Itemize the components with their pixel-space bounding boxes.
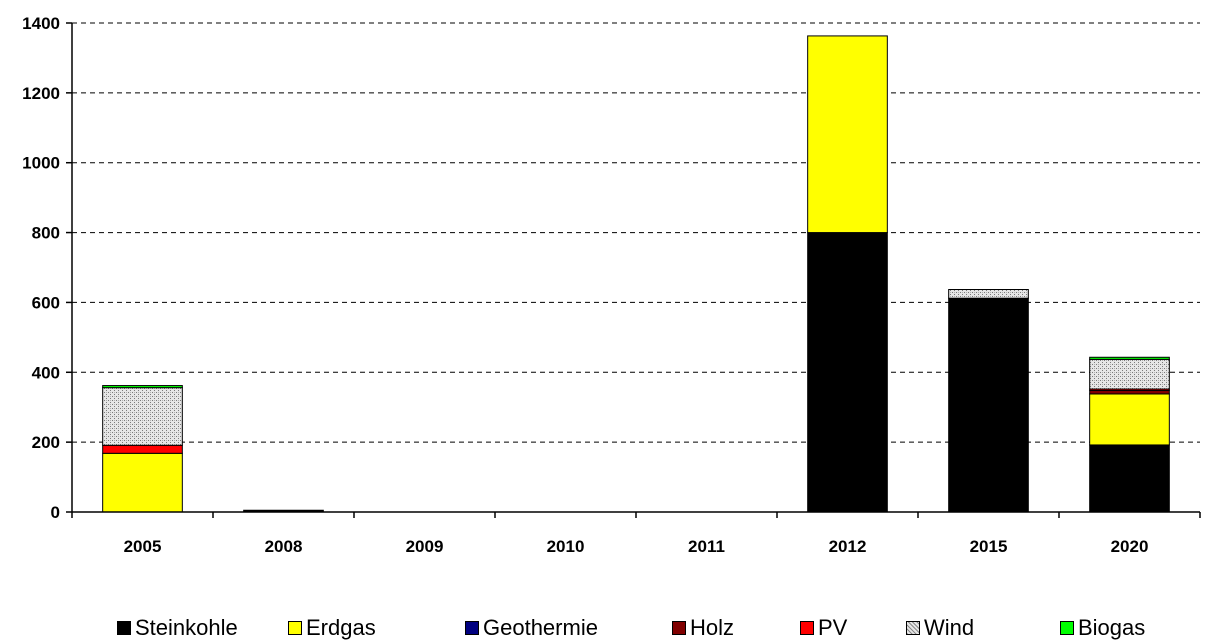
legend-item-erdgas: Erdgas: [288, 615, 376, 640]
bar-erdgas-2012: [807, 35, 888, 234]
bar-wind-2020: [1089, 358, 1170, 390]
legend-label: Holz: [690, 615, 735, 640]
bar-biogas-2005: [102, 385, 183, 389]
y-tick-label: 800: [32, 224, 60, 243]
legend-label: Erdgas: [306, 615, 376, 640]
x-tick-label: 2010: [547, 537, 585, 556]
legend-swatch: [465, 620, 479, 635]
bar-steinkohle-2015: [948, 297, 1029, 513]
bar-steinkohle-2012: [807, 232, 888, 513]
x-tick-label: 2015: [970, 537, 1008, 556]
legend-swatch: [117, 620, 131, 635]
x-tick-label: 2011: [688, 537, 725, 556]
bar-holz-2020: [1089, 389, 1170, 395]
axes: [66, 22, 1201, 518]
legend: Steinkohle Erdgas Geothermie Holz PV Wind Biog…: [0, 615, 1208, 640]
y-tick-label: 400: [32, 363, 60, 382]
y-tick-label: 600: [32, 293, 60, 312]
gridlines: [72, 22, 1200, 443]
y-tick-label: 1400: [22, 14, 60, 33]
legend-item-pv: PV: [800, 615, 847, 640]
legend-item-biogas: Biogas: [1060, 615, 1145, 640]
legend-label: Wind: [924, 615, 975, 640]
x-tick-label: 2012: [829, 537, 867, 556]
legend-label: Steinkohle: [135, 615, 238, 640]
x-tick-label: 2020: [1111, 537, 1149, 556]
x-tick-label: 2009: [406, 537, 444, 556]
bar-pv-2005: [102, 444, 183, 454]
legend-item-wind: Wind: [906, 615, 974, 640]
legend-item-steinkohle: Steinkohle: [117, 615, 238, 640]
legend-item-holz: Holz: [672, 615, 734, 640]
legend-swatch: [672, 620, 686, 635]
x-tick-label: 2008: [265, 537, 303, 556]
legend-label: Biogas: [1078, 615, 1146, 640]
bars: [102, 35, 1170, 513]
y-tick-label: 1200: [22, 84, 60, 103]
bar-biogas-2020: [1089, 356, 1170, 360]
legend-item-geothermie: Geothermie: [465, 615, 598, 640]
x-tick-labels: 2005 2008 2009 2010 2011 2012 2015 2020: [124, 537, 1149, 556]
bar-steinkohle-2020: [1089, 444, 1170, 513]
legend-label: PV: [818, 615, 848, 640]
bar-erdgas-2020: [1089, 393, 1170, 446]
legend-swatch: [1060, 620, 1074, 635]
bar-erdgas-2005: [102, 452, 183, 513]
bar-wind-2005: [102, 387, 183, 446]
y-tick-label: 200: [32, 433, 60, 452]
legend-swatch: [906, 620, 920, 635]
legend-swatch: [288, 620, 302, 635]
legend-label: Geothermie: [483, 615, 598, 640]
y-tick-label: 1000: [22, 154, 60, 173]
bar-wind-2015: [948, 289, 1029, 299]
y-tick-labels: 0 200 400 600 800 1000 1200 1400: [22, 14, 60, 522]
x-tick-label: 2005: [124, 537, 162, 556]
legend-swatch: [800, 620, 814, 635]
y-tick-label: 0: [51, 503, 60, 522]
